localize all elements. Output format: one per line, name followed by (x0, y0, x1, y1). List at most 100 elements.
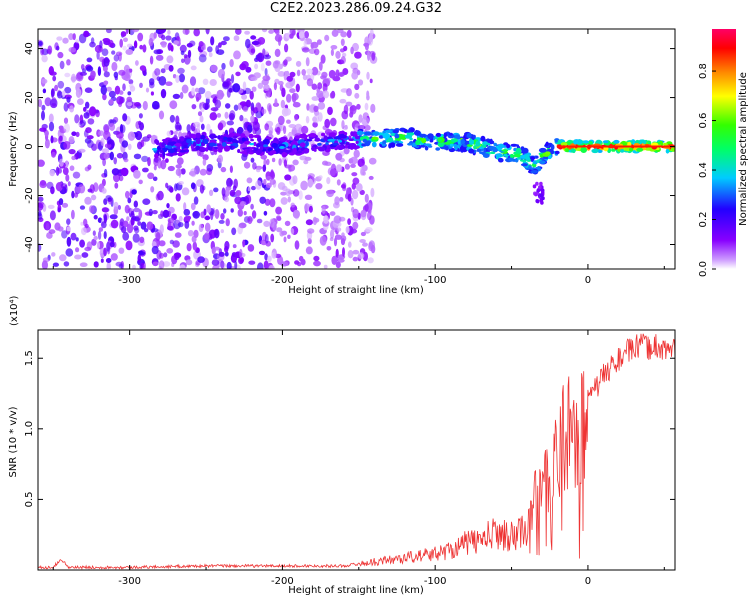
spectrogram-cell (395, 143, 404, 147)
colorbar-tick-label: 0.2 (698, 212, 709, 228)
spectrogram-cell (244, 30, 251, 35)
spectrogram-cell (273, 60, 279, 69)
spectrogram-cell (338, 216, 346, 222)
spectrogram-cell (192, 210, 200, 219)
spectrogram-cell (266, 158, 270, 166)
spectrogram-cell (152, 147, 158, 151)
spectrogram-cell (167, 165, 175, 172)
spectrogram-cell (364, 131, 372, 136)
spectrogram-cell (175, 193, 181, 202)
spectrogram-cell (344, 144, 348, 149)
spectrogram-cell (247, 244, 255, 252)
spectrogram-cell (109, 151, 115, 161)
spectrogram-cell (354, 120, 360, 128)
spectrogram-cell (247, 124, 253, 133)
spectrogram-cell (229, 59, 234, 68)
spectrogram-cell (275, 206, 282, 215)
spectrogram-cell (123, 158, 129, 163)
spectrogram-cell (365, 227, 373, 233)
spectrogram-cell (335, 261, 341, 269)
spectrogram-cell (350, 163, 356, 168)
spectrogram-cell (497, 158, 503, 162)
spectrogram-cell (351, 182, 356, 190)
spectrogram-cell (273, 82, 277, 91)
spectrogram-cell (86, 65, 94, 72)
spectrogram-cell (174, 183, 178, 192)
spectrogram-cell (93, 214, 98, 220)
spectrogram-cell (118, 52, 122, 62)
spectrogram-cell (83, 112, 90, 119)
spectrogram-cell (539, 193, 543, 198)
spectrogram-cell (75, 39, 80, 44)
spectrogram-cell (140, 221, 147, 230)
spectrogram-cell (181, 84, 189, 94)
spectrogram-cell (266, 182, 272, 189)
spectrogram-cell (349, 104, 357, 115)
spectrogram-cell (341, 110, 349, 120)
spectrogram-cell (142, 167, 149, 173)
spectrogram-cell (84, 166, 90, 172)
spectrogram-cell (161, 34, 166, 41)
spectrogram-cell (194, 87, 200, 93)
spectrogram-cell (106, 241, 111, 252)
spectrogram-cell (225, 141, 233, 145)
spectrogram-cell (341, 232, 345, 238)
spectrogram-cell (300, 180, 308, 191)
spectrogram-cell (340, 38, 345, 46)
spectrogram-cell (283, 125, 287, 135)
spectrogram-cell (419, 133, 427, 138)
spectrogram-cell (38, 213, 43, 220)
spectrogram-cell (287, 234, 291, 239)
spectrogram-cell (75, 131, 80, 138)
spectrogram-cell (332, 142, 339, 146)
spectrogram-cell (313, 105, 319, 113)
spectrogram-cell (186, 139, 192, 144)
spectrogram-cell (52, 75, 57, 82)
spectrogram-cell (224, 196, 230, 203)
spectrogram-cell (126, 43, 133, 48)
spectrogram-cell (103, 231, 107, 240)
spectrogram-cell (198, 41, 204, 48)
spectrogram-cell (74, 114, 80, 124)
spectrogram-cell (113, 157, 117, 165)
spectrogram-cell (103, 168, 108, 178)
spectrogram-cell (359, 189, 365, 195)
spectrogram-cell (218, 148, 223, 153)
spectrogram-cell (149, 78, 155, 86)
spectrogram-cell (177, 222, 184, 228)
spectrogram-cell (145, 87, 150, 93)
spectrogram-cell (233, 35, 240, 42)
spectrogram-cell (576, 139, 583, 145)
spectrogram-cell (109, 241, 115, 248)
spectrogram-cell (362, 138, 368, 143)
spectrogram-cell (186, 43, 193, 48)
spectrogram-cell (268, 104, 272, 115)
spectrogram-cell (193, 196, 199, 205)
spectrogram-cell (324, 118, 331, 128)
spectrogram-cell (79, 262, 88, 268)
spectrogram-cell (106, 136, 112, 145)
spectrogram-cell (437, 138, 442, 142)
spectrogram-cell (392, 129, 399, 134)
spectrogram-cell (276, 126, 281, 135)
spectrogram-cell (207, 46, 213, 53)
spectrogram-cell (349, 228, 358, 234)
spectrogram-cell (274, 98, 278, 106)
spectrogram-cell (262, 29, 268, 33)
spectrogram-cell (343, 147, 350, 155)
spectrogram-cell (573, 139, 579, 145)
spectrogram-cell (435, 132, 442, 137)
spectrogram-cell (191, 104, 197, 110)
spectrogram-cell (199, 146, 207, 153)
spectrogram-cell (226, 261, 232, 269)
spectrogram-cell (292, 175, 298, 185)
spectrogram-cell (193, 29, 200, 37)
spectrogram-cell (127, 131, 136, 141)
spectrogram-cell (538, 147, 547, 153)
spectrogram-cell (345, 141, 350, 146)
spectrogram-cell (473, 145, 477, 150)
snr-x-tick-label: -200 (271, 576, 294, 587)
spectrogram-cell (602, 140, 609, 144)
spectrogram-cell (337, 258, 345, 263)
spectrogram-x-axis-label: Height of straight line (km) (288, 285, 424, 296)
